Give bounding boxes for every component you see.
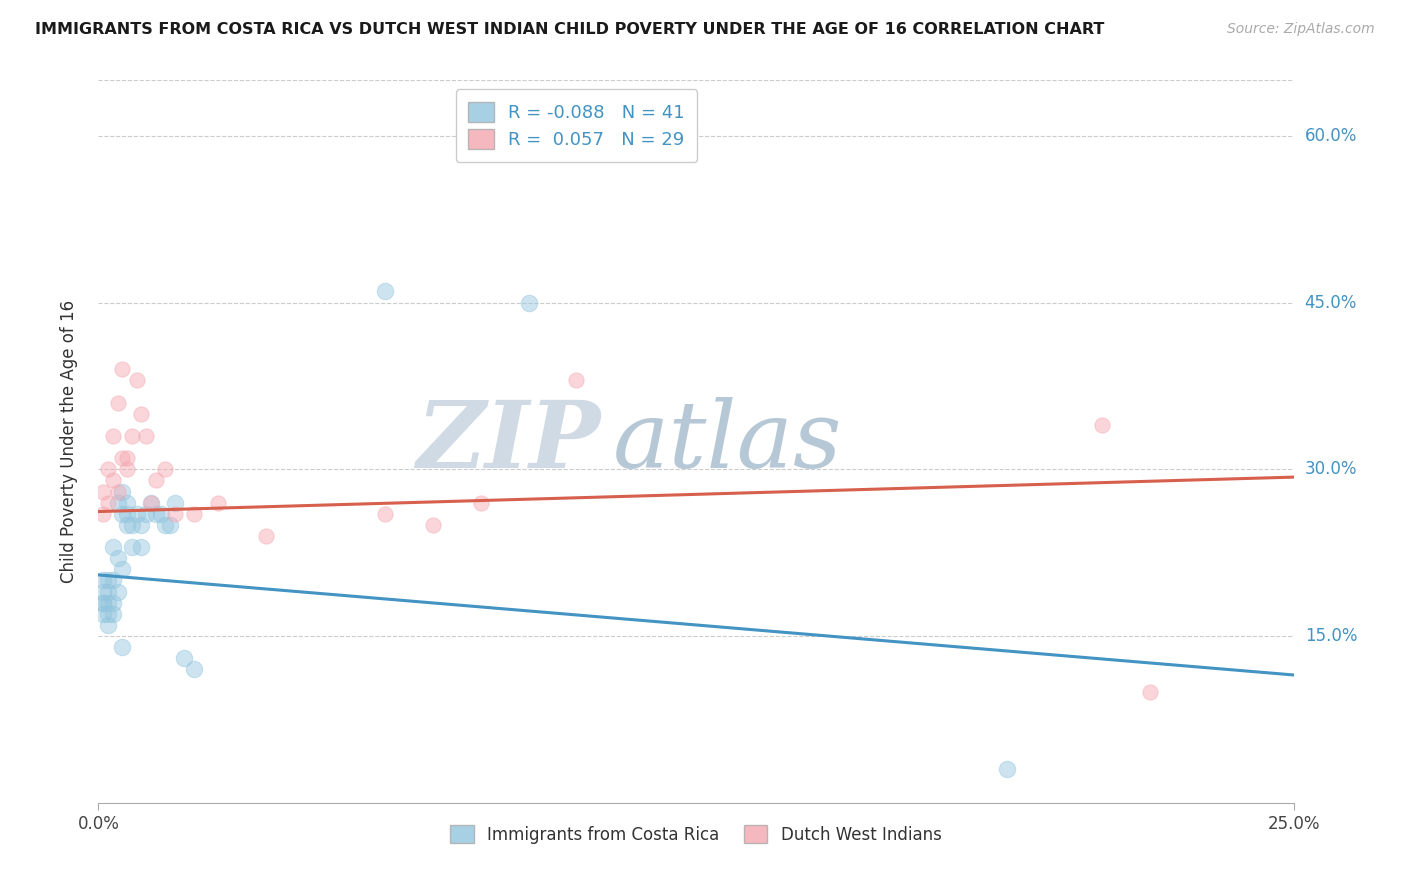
Point: [995, 763, 1018, 777]
Point: [97, 574, 120, 588]
Point: [101, 596, 124, 610]
Point: [97, 618, 120, 632]
Point: [115, 507, 138, 521]
Point: [139, 496, 162, 510]
Point: [1091, 417, 1114, 432]
Point: [111, 451, 134, 466]
Point: [149, 507, 172, 521]
Point: [470, 496, 492, 510]
Point: [1139, 684, 1161, 698]
Point: [115, 496, 138, 510]
Text: 45.0%: 45.0%: [1305, 293, 1357, 311]
Point: [159, 517, 181, 532]
Point: [131, 517, 153, 532]
Text: IMMIGRANTS FROM COSTA RICA VS DUTCH WEST INDIAN CHILD POVERTY UNDER THE AGE OF 1: IMMIGRANTS FROM COSTA RICA VS DUTCH WEST…: [35, 22, 1105, 37]
Point: [91, 596, 114, 610]
Point: [125, 373, 148, 387]
Point: [97, 496, 120, 510]
Point: [517, 295, 540, 310]
Point: [91, 584, 114, 599]
Point: [163, 496, 186, 510]
Point: [374, 285, 396, 299]
Point: [97, 607, 120, 621]
Point: [107, 584, 129, 599]
Point: [107, 395, 129, 409]
Point: [183, 507, 205, 521]
Point: [111, 362, 134, 376]
Point: [374, 507, 396, 521]
Point: [155, 517, 177, 532]
Point: [121, 517, 143, 532]
Text: 15.0%: 15.0%: [1305, 627, 1357, 645]
Point: [155, 462, 177, 476]
Text: ZIP: ZIP: [416, 397, 600, 486]
Point: [115, 451, 138, 466]
Legend: R = -0.088   N = 41, R =  0.057   N = 29: R = -0.088 N = 41, R = 0.057 N = 29: [456, 89, 697, 161]
Point: [565, 373, 588, 387]
Point: [91, 484, 114, 499]
Point: [125, 507, 148, 521]
Point: [97, 584, 120, 599]
Point: [145, 474, 167, 488]
Point: [91, 507, 114, 521]
Text: 30.0%: 30.0%: [1305, 460, 1357, 478]
Point: [254, 529, 277, 543]
Point: [111, 640, 134, 655]
Point: [115, 517, 138, 532]
Point: [101, 540, 124, 554]
Text: Source: ZipAtlas.com: Source: ZipAtlas.com: [1227, 22, 1375, 37]
Point: [101, 429, 124, 443]
Point: [97, 596, 120, 610]
Point: [121, 429, 143, 443]
Point: [107, 551, 129, 566]
Point: [183, 662, 205, 676]
Point: [115, 462, 138, 476]
Point: [91, 607, 114, 621]
Point: [173, 651, 195, 665]
Point: [121, 540, 143, 554]
Point: [91, 574, 114, 588]
Point: [207, 496, 229, 510]
Point: [101, 474, 124, 488]
Point: [131, 407, 153, 421]
Point: [91, 596, 114, 610]
Point: [111, 507, 134, 521]
Point: [111, 562, 134, 576]
Point: [145, 507, 167, 521]
Text: atlas: atlas: [613, 397, 842, 486]
Point: [107, 484, 129, 499]
Text: 60.0%: 60.0%: [1305, 127, 1357, 145]
Point: [422, 517, 444, 532]
Point: [139, 496, 162, 510]
Point: [135, 429, 157, 443]
Point: [111, 484, 134, 499]
Y-axis label: Child Poverty Under the Age of 16: Child Poverty Under the Age of 16: [59, 300, 77, 583]
Point: [101, 574, 124, 588]
Point: [97, 462, 120, 476]
Point: [163, 507, 186, 521]
Point: [101, 607, 124, 621]
Point: [107, 496, 129, 510]
Point: [135, 507, 157, 521]
Point: [131, 540, 153, 554]
